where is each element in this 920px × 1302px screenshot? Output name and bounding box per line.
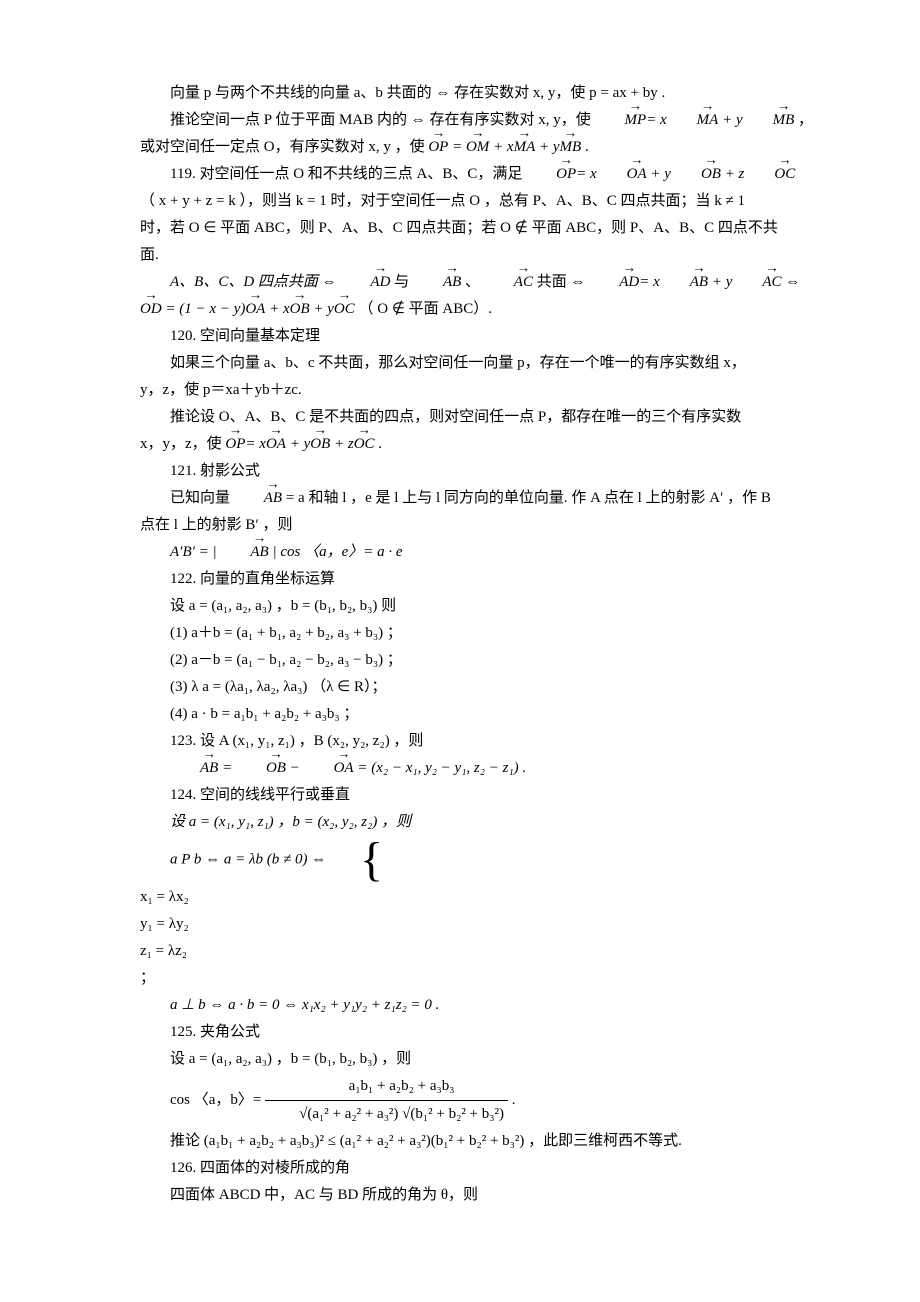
- para-123-b: AB = OB − OA = (x₂ − x₁, y₂ − y₁, z₂ − z…: [140, 755, 820, 782]
- left-brace-icon: {: [330, 836, 383, 884]
- text: = (x₂ − x₁, y₂ − y₁, z₂ − z₁) .: [357, 760, 526, 776]
- text: ⇔: [785, 274, 800, 290]
- numerator: a₁b₁ + a₂b₂ + a₃b₃: [265, 1073, 508, 1101]
- para-124-b: a P b ⇔ a = λb (b ≠ 0) ⇔ {: [140, 836, 820, 884]
- para-124-a: 设 a = (x₁, y₁, z₁) ，b = (x₂, y₂, z₂) ，则: [140, 809, 820, 836]
- para-120-b: y，z，使 p＝xa＋yb＋zc.: [140, 377, 820, 404]
- para-125-title: 125. 夹角公式: [140, 1019, 820, 1046]
- para-122-a: 设 a = (a₁, a₂, a₃) ，b = (b₁, b₂, b₃) 则: [140, 593, 820, 620]
- para-121-a: 已知向量 AB = a 和轴 l ，e 是 l 上与 l 同方向的单位向量. 作…: [140, 485, 820, 512]
- sys-eq-3: z₁ = λz₂: [140, 938, 820, 965]
- sys-eq-1: x₁ = λx₂: [140, 884, 820, 911]
- text: a P b ⇔ a = λb (b ≠ 0) ⇔: [170, 851, 330, 867]
- vec: AB: [413, 269, 461, 296]
- para-119-d: 面.: [140, 242, 820, 269]
- text: 共面 ⇔: [537, 274, 590, 290]
- para-119-b: （ x + y + z = k ），则当 k = 1 时，对于空间任一点 O ，…: [140, 188, 820, 215]
- para-119-c: 时，若 O ∈ 平面 ABC，则 P、A、B、C 四点共面；若 O ∉ 平面 A…: [140, 215, 820, 242]
- text: 119. 对空间任一点 O 和不共线的三点 A、B、C，满足: [170, 166, 526, 182]
- text: .: [378, 436, 382, 452]
- eq: AB = OB − OA: [170, 760, 357, 776]
- vec: AC: [484, 269, 533, 296]
- para-119-f: OD = (1 − x − y)OA + xOB + yOC （ O ∉ 平面 …: [140, 296, 820, 323]
- para-125-b: cos 〈a，b〉= a₁b₁ + a₂b₂ + a₃b₃ √(a₁² + a₂…: [140, 1073, 820, 1128]
- para-122-3: (3) λ a = (λa₁, λa₂, λa₃) （λ ∈ R）；: [140, 674, 820, 701]
- vec: AB: [234, 485, 282, 512]
- text: x，y，z，使: [140, 436, 225, 452]
- para-120-d: x，y，z，使 OP= xOA + yOB + zOC .: [140, 431, 820, 458]
- para-126-a: 四面体 ABCD 中，AC 与 BD 所成的角为 θ，则: [140, 1182, 820, 1209]
- text: A′B′ = |: [170, 544, 220, 560]
- text: | cos 〈a，e〉= a · e: [272, 544, 402, 560]
- para-119-a: 119. 对空间任一点 O 和不共线的三点 A、B、C，满足 OP= xOA +…: [140, 161, 820, 188]
- eq: OP= xOA + yOB + zOC: [225, 436, 378, 452]
- text: .: [585, 139, 589, 155]
- text: 与: [394, 274, 413, 290]
- eq-op-xyz: OP= xOA + yOB + zOC: [526, 166, 795, 182]
- para-122-2: (2) a－b = (a₁ − b₁, a₂ − b₂, a₃ − b₃) ；: [140, 647, 820, 674]
- para-122-4: (4) a · b = a₁b₁ + a₂b₂ + a₃b₃ ；: [140, 701, 820, 728]
- text: = a 和轴 l ，e 是 l 上与 l 同方向的单位向量. 作 A 点在 l …: [286, 490, 771, 506]
- text: cos 〈a，b〉=: [170, 1092, 265, 1108]
- para-124-title: 124. 空间的线线平行或垂直: [140, 782, 820, 809]
- sys-eq-2: y₁ = λy₂: [140, 911, 820, 938]
- text: 或对空间任一定点 O，有序实数对 x, y ，使: [140, 139, 428, 155]
- text: ；: [140, 970, 155, 986]
- fraction: a₁b₁ + a₂b₂ + a₃b₃ √(a₁² + a₂² + a₃²) √(…: [265, 1073, 508, 1128]
- text: （ O ∉ 平面 ABC）.: [359, 301, 493, 317]
- para-126-title: 126. 四面体的对棱所成的角: [140, 1155, 820, 1182]
- eq-od: OD = (1 − x − y)OA + xOB + yOC: [140, 301, 359, 317]
- para-120-title: 120. 空间向量基本定理: [140, 323, 820, 350]
- para-122-title: 122. 向量的直角坐标运算: [140, 566, 820, 593]
- para-119-e: A、B、C、D 四点共面 ⇔ AD 与 AB 、 AC 共面 ⇔ AD= xAB…: [140, 269, 820, 296]
- text: .: [512, 1092, 516, 1108]
- para-124-c: a ⊥ b ⇔ a · b = 0 ⇔ x₁x₂ + y₁y₂ + z₁z₂ =…: [140, 992, 820, 1019]
- para-120-a: 如果三个向量 a、b、c 不共面，那么对空间任一向量 p，存在一个唯一的有序实数…: [140, 350, 820, 377]
- para-122-1: (1) a＋b = (a₁ + b₁, a₂ + b₂, a₃ + b₃) ；: [140, 620, 820, 647]
- para-121-c: A′B′ = | AB | cos 〈a，e〉= a · e: [140, 539, 820, 566]
- eq: AD= xAB + yAC: [589, 274, 785, 290]
- vec: AB: [220, 539, 268, 566]
- brace-system: {: [330, 836, 383, 884]
- text: 已知向量: [170, 490, 234, 506]
- para-125-c: 推论 (a₁b₁ + a₂b₂ + a₃b₃)² ≤ (a₁² + a₂² + …: [140, 1128, 820, 1155]
- text: ，: [798, 112, 813, 128]
- denominator: √(a₁² + a₂² + a₃²) √(b₁² + b₂² + b₃²): [265, 1101, 508, 1128]
- para-125-a: 设 a = (a₁, a₂, a₃) ，b = (b₁, b₂, b₃) ，则: [140, 1046, 820, 1073]
- text: 、: [465, 274, 480, 290]
- eq-mp: MP= xMA + yMB: [594, 112, 798, 128]
